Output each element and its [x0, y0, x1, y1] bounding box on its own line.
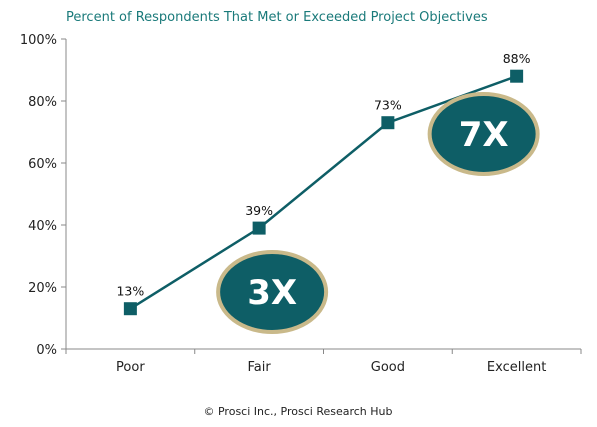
- data-point-marker: [123, 302, 137, 316]
- data-label: 39%: [245, 203, 273, 218]
- data-point-marker: [510, 69, 524, 83]
- data-point-marker: [381, 116, 395, 130]
- multiplier-badge: [216, 250, 329, 334]
- y-tick-label: 20%: [28, 281, 57, 296]
- multiplier-badge-text: 3X: [247, 273, 297, 313]
- annotation-badges: 3X 7X: [216, 92, 540, 334]
- y-tick-label: 80%: [28, 95, 57, 110]
- x-tick-label: Good: [371, 360, 405, 375]
- source-footer: © Prosci Inc., Prosci Research Hub: [204, 405, 393, 418]
- y-tick-label: 0%: [36, 343, 57, 358]
- data-labels: 13% 39% 73% 88%: [116, 51, 530, 299]
- chart-title: Percent of Respondents That Met or Excee…: [66, 10, 488, 25]
- data-label: 73%: [374, 98, 402, 113]
- y-axis-ticks: 0% 20% 40% 60% 80% 100%: [20, 33, 66, 358]
- multiplier-badge: [427, 92, 540, 176]
- x-tick-label: Excellent: [487, 360, 546, 375]
- x-axis-ticks: Poor Fair Good Excellent: [65, 349, 582, 375]
- y-tick-label: 100%: [20, 33, 57, 48]
- data-label: 88%: [503, 51, 531, 66]
- data-point-marker: [252, 221, 266, 235]
- x-tick-label: Poor: [116, 360, 145, 375]
- multiplier-badge-text: 7X: [459, 115, 509, 155]
- y-tick-label: 60%: [28, 157, 57, 172]
- x-tick-label: Fair: [248, 360, 272, 375]
- y-tick-label: 40%: [28, 219, 57, 234]
- data-label: 13%: [116, 284, 144, 299]
